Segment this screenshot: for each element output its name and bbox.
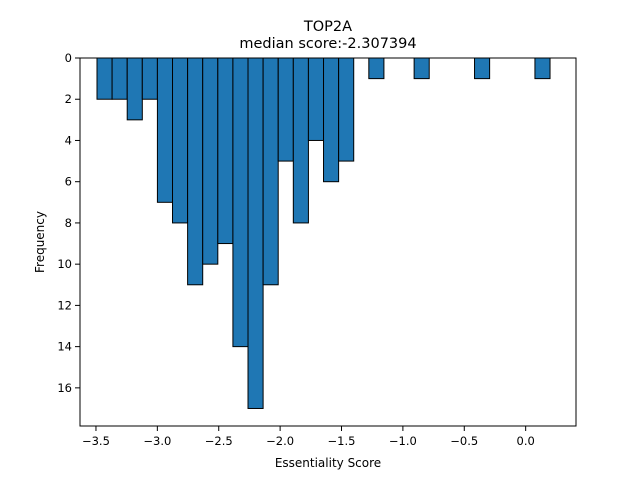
histogram-bar-1 (111, 57, 128, 100)
x-tick-label-2: −2.5 (205, 434, 233, 448)
y-tick-label-6: 12 (57, 298, 72, 312)
y-tick-label-3: 6 (65, 175, 72, 189)
x-tick-label-5: −1.0 (389, 434, 417, 448)
y-tick-label-4: 8 (65, 216, 72, 230)
histogram-bar-12 (277, 57, 294, 162)
x-tick-label-7: 0.0 (517, 434, 535, 448)
y-tick-label-7: 14 (57, 340, 72, 354)
histogram-bar-4 (156, 57, 174, 203)
histogram-bar-19 (474, 57, 491, 80)
histogram-bar-6 (187, 57, 204, 286)
y-tick-label-1: 2 (65, 92, 72, 106)
y-tick-label-8: 16 (57, 381, 72, 395)
histogram-bar-13 (292, 57, 309, 224)
chart-subtitle: median score:-2.307394 (239, 36, 416, 52)
histogram-bar-3 (141, 57, 158, 100)
plot-frame (79, 57, 577, 427)
x-tick-label-4: −1.5 (328, 434, 356, 448)
x-tick-label-3: −2.0 (266, 434, 294, 448)
histogram-bar-16 (338, 57, 355, 162)
histogram-bar-18 (413, 57, 430, 80)
histogram-bar-17 (368, 57, 385, 80)
histogram-bar-11 (262, 57, 279, 286)
x-axis-ticks: −3.5 −3.0 −2.5 −2.0 −1.5 −1.0 −0.5 0.0 (82, 426, 535, 448)
histogram-bar-10 (247, 57, 264, 409)
histogram-bar-8 (217, 57, 234, 245)
histogram-bar-7 (202, 57, 219, 265)
x-tick-label-1: −3.0 (143, 434, 171, 448)
histogram-bar-9 (232, 57, 249, 348)
histogram-bar-5 (172, 57, 189, 224)
y-tick-label-5: 10 (57, 257, 72, 271)
y-tick-label-0: 0 (65, 51, 72, 65)
histogram-bar-0 (96, 57, 113, 100)
histogram-bar-20 (534, 57, 551, 80)
x-tick-label-0: −3.5 (82, 434, 110, 448)
y-axis-ticks: 0 2 4 6 8 10 12 14 16 (57, 51, 80, 395)
histogram-bar-14 (307, 57, 325, 141)
histogram-bar-15 (323, 57, 340, 183)
y-axis-label: Frequency (33, 211, 47, 273)
bars-group (96, 57, 551, 409)
chart-title: TOP2A (303, 19, 352, 35)
y-tick-label-2: 4 (65, 133, 72, 147)
x-tick-label-6: −0.5 (450, 434, 478, 448)
x-axis-label: Essentiality Score (275, 456, 381, 470)
histogram-bar-2 (126, 57, 143, 121)
